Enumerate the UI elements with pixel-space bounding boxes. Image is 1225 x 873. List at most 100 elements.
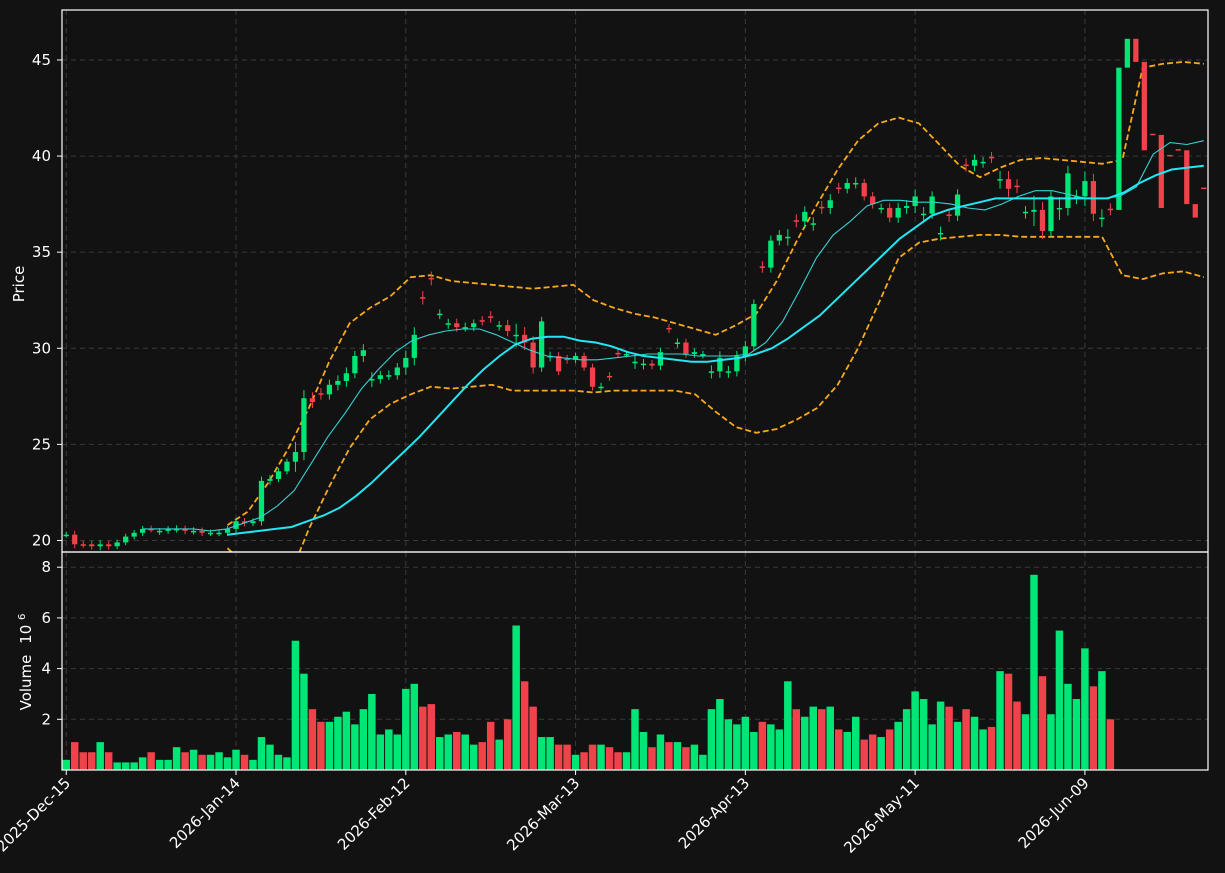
candle-down	[1107, 208, 1114, 211]
candle-up	[377, 375, 383, 380]
volume-bar-up	[699, 754, 707, 770]
volume-bar-down	[792, 709, 801, 770]
price-panel: 20 25 30 35 40 45 Price	[10, 10, 1208, 552]
volume-bar-up	[130, 762, 138, 770]
volume-bar-down	[529, 706, 537, 770]
candle-up	[326, 384, 333, 395]
candle-up	[691, 352, 698, 355]
volume-bar-down	[554, 744, 563, 770]
volume-bar-up	[784, 681, 792, 770]
candle-up	[233, 521, 239, 529]
volume-bar-up	[707, 709, 716, 770]
candle-down	[589, 367, 596, 387]
volume-bar-up	[461, 734, 469, 770]
candle-up	[853, 182, 859, 185]
price-tick-label: 35	[32, 243, 51, 261]
volume-label: Volume	[17, 655, 35, 711]
volume-bar-up	[919, 699, 928, 770]
candle-down	[564, 358, 570, 361]
candle-down	[819, 206, 825, 209]
candle-up	[1124, 38, 1130, 68]
price-tick-label: 20	[32, 531, 51, 549]
volume-bar-up	[359, 709, 368, 770]
candle-down	[1192, 204, 1198, 218]
candle-down	[522, 334, 528, 343]
candle-up	[904, 206, 910, 208]
volume-bar-up	[953, 721, 962, 770]
candle-up	[292, 452, 299, 462]
volume-bar-up	[121, 762, 130, 770]
candle-up	[140, 528, 146, 533]
volume-bar-up	[495, 739, 503, 770]
volume-tick-label: 2	[41, 710, 51, 728]
candle-up	[437, 313, 443, 316]
volume-bar-up	[970, 716, 979, 770]
moving-averages	[142, 140, 1204, 536]
volume-bar-up	[537, 737, 546, 770]
volume-bar-up	[936, 701, 945, 770]
candle-down	[1158, 134, 1164, 208]
price-tick-label: 45	[32, 51, 51, 69]
volume-bar-down	[104, 752, 113, 770]
volume-axis: 2 4 6 8	[41, 558, 62, 728]
volume-bar-down	[665, 742, 673, 770]
volume-bar-down	[70, 742, 79, 770]
candle-down	[615, 352, 621, 355]
volume-bar-up	[724, 719, 733, 770]
candle-up	[394, 367, 400, 376]
candle-up	[785, 236, 791, 239]
volume-scale-base: 10	[17, 625, 35, 644]
candle-down	[1039, 209, 1046, 232]
candle-up	[97, 544, 103, 547]
candle-down	[759, 266, 765, 268]
volume-bar-down	[181, 752, 189, 770]
candle-down	[199, 530, 205, 533]
candle-down	[1175, 149, 1181, 151]
price-tick-label: 30	[32, 339, 51, 357]
volume-bar-up	[402, 688, 410, 770]
volume-bar-up	[1081, 648, 1089, 770]
price-grid	[62, 10, 1208, 552]
candle-up	[878, 207, 884, 210]
volume-bar-down	[427, 704, 436, 770]
bollinger-bands	[226, 60, 1205, 552]
volume-bar-up	[877, 737, 885, 770]
candle-down	[836, 187, 842, 190]
volume-bar-up	[155, 759, 164, 770]
volume-bar-down	[648, 747, 656, 770]
volume-bar-down	[834, 729, 843, 770]
candle-up	[623, 354, 630, 356]
candle-up	[725, 371, 732, 373]
candle-up	[1056, 207, 1063, 210]
volume-bar-down	[758, 721, 767, 770]
volume-bar-up	[622, 752, 631, 770]
candle-up	[156, 530, 163, 533]
volume-bar-up	[351, 724, 359, 770]
volume-bar-up	[639, 731, 648, 770]
volume-bar-down	[1038, 676, 1047, 770]
volume-bar-up	[1098, 671, 1106, 770]
volume-bar-down	[419, 706, 427, 770]
candle-up	[937, 232, 944, 235]
candle-up	[258, 480, 265, 522]
candle-up	[632, 361, 638, 364]
volume-bar-down	[818, 709, 826, 770]
candle-up	[267, 478, 273, 481]
candle-down	[148, 528, 154, 531]
volume-bar-down	[240, 754, 249, 770]
volume-panel: 2 4 6 8 Volume 10 6	[17, 552, 1208, 770]
candle-down	[1014, 185, 1020, 188]
candle-down	[946, 214, 952, 216]
volume-bar-up	[266, 744, 274, 770]
volume-bar-down	[563, 744, 571, 770]
volume-bar-up	[96, 742, 104, 770]
candle-up	[335, 380, 341, 385]
ma-fast-line	[142, 140, 1204, 532]
volume-bar-down	[945, 706, 953, 770]
candle-up	[751, 304, 757, 347]
bollinger-lower-line	[226, 234, 1205, 552]
volume-scale-exponent: 6	[17, 614, 28, 620]
candle-up	[538, 321, 545, 368]
candle-up	[411, 334, 417, 358]
